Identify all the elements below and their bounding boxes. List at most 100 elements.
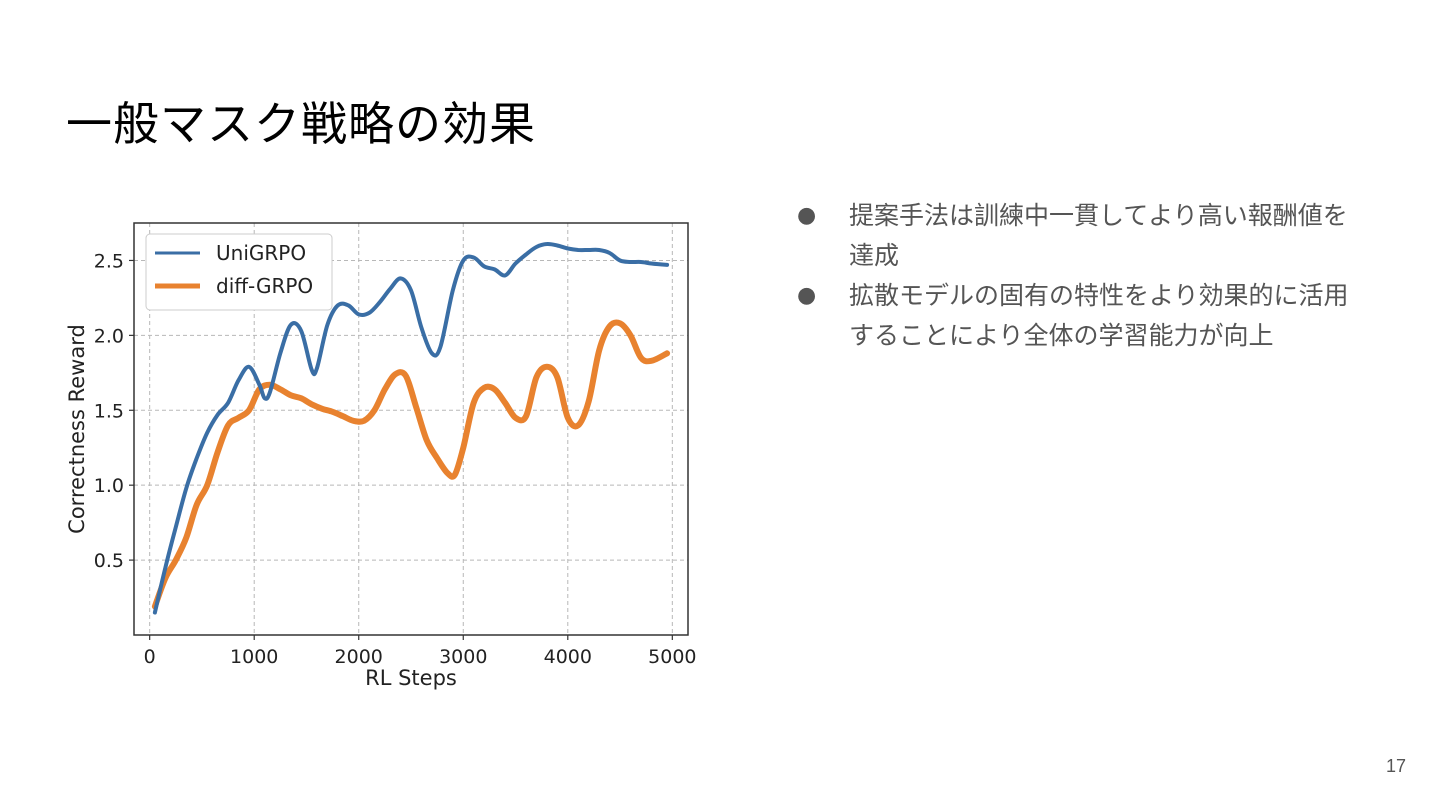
data-point-diff-grpo	[227, 424, 229, 427]
data-point-unigrpo	[546, 243, 548, 245]
data-point-diff-grpo	[587, 400, 590, 403]
data-point-diff-grpo	[546, 366, 548, 368]
data-point-diff-grpo	[363, 419, 365, 422]
data-point-unigrpo	[248, 366, 250, 368]
data-point-diff-grpo	[289, 394, 292, 397]
data-point-diff-grpo	[248, 409, 250, 412]
reward-chart: 0 1000 2000 3000 4000 5000 0.5 1.0 1.5 2.0 2.5 RL …	[60, 210, 710, 700]
bullet-list: ● 提案手法は訓練中一貫してより高い報酬値を達成 ● 拡散モデルの固有の特性をよ…	[795, 196, 1365, 356]
data-point-unigrpo	[608, 252, 611, 254]
y-axis-label: Correctness Reward	[65, 324, 89, 534]
data-point-unigrpo	[175, 526, 177, 528]
data-point-unigrpo	[269, 391, 271, 394]
data-point-diff-grpo	[206, 484, 208, 486]
data-point-diff-grpo	[577, 424, 580, 427]
grid-lines	[134, 223, 688, 635]
data-point-unigrpo	[420, 327, 423, 329]
data-point-unigrpo	[279, 352, 282, 355]
data-point-diff-grpo	[300, 397, 303, 400]
data-point-diff-grpo	[493, 388, 496, 391]
data-point-unigrpo	[556, 244, 559, 247]
data-point-diff-grpo	[535, 376, 538, 379]
data-point-diff-grpo	[331, 410, 334, 413]
data-point-unigrpo	[389, 288, 391, 290]
y-tick-label: 0.5	[94, 550, 124, 572]
data-point-unigrpo	[326, 324, 329, 326]
data-point-unigrpo	[206, 431, 208, 434]
data-point-unigrpo	[164, 566, 167, 569]
data-point-unigrpo	[439, 346, 442, 349]
data-point-unigrpo	[462, 259, 465, 262]
y-tick-label: 1.5	[94, 400, 124, 422]
data-point-diff-grpo	[373, 409, 376, 412]
data-point-diff-grpo	[342, 415, 344, 418]
data-point-diff-grpo	[629, 334, 632, 337]
data-point-diff-grpo	[556, 376, 559, 379]
data-point-unigrpo	[216, 413, 219, 416]
data-point-diff-grpo	[525, 415, 527, 418]
data-point-diff-grpo	[394, 373, 397, 376]
bullet-text: 提案手法は訓練中一貫してより高い報酬値を達成	[849, 201, 1348, 270]
data-point-unigrpo	[535, 246, 538, 248]
data-point-diff-grpo	[185, 536, 188, 539]
data-point-unigrpo	[566, 247, 569, 250]
y-tick-label: 2.0	[94, 325, 124, 347]
data-point-diff-grpo	[598, 349, 600, 352]
data-point-diff-grpo	[650, 360, 653, 362]
data-point-unigrpo	[598, 249, 600, 251]
data-point-diff-grpo	[608, 325, 611, 328]
data-point-diff-grpo	[195, 503, 198, 506]
data-point-diff-grpo	[237, 416, 240, 419]
data-point-unigrpo	[357, 313, 360, 316]
data-point-unigrpo	[258, 384, 261, 386]
bullet-dot-icon: ●	[797, 283, 817, 308]
data-point-unigrpo	[368, 312, 370, 314]
data-point-diff-grpo	[175, 559, 177, 561]
x-tick-label: 0	[144, 646, 156, 668]
plot-frame	[133, 222, 689, 636]
data-point-unigrpo	[431, 352, 433, 355]
y-tick-label: 1.0	[94, 475, 124, 497]
data-point-diff-grpo	[352, 419, 355, 422]
data-point-diff-grpo	[483, 387, 485, 389]
series-points-diff-grpo	[154, 322, 668, 608]
data-point-diff-grpo	[415, 406, 418, 409]
series-lines	[151, 241, 671, 615]
data-point-diff-grpo	[321, 407, 323, 410]
data-point-unigrpo	[493, 268, 496, 271]
x-axis-label: RL Steps	[365, 666, 457, 690]
bullet-dot-icon: ●	[797, 203, 817, 228]
data-point-unigrpo	[399, 277, 402, 280]
data-point-unigrpo	[410, 289, 412, 292]
data-point-unigrpo	[227, 401, 229, 404]
data-point-diff-grpo	[504, 401, 506, 404]
data-point-diff-grpo	[279, 388, 282, 391]
data-point-unigrpo	[629, 261, 632, 263]
axis-ticks: 0 1000 2000 3000 4000 5000 0.5 1.0 1.5 2.0 2.5	[94, 250, 697, 668]
data-point-unigrpo	[483, 265, 485, 268]
series-line-diff-grpo	[151, 319, 671, 610]
data-point-unigrpo	[525, 253, 527, 256]
x-tick-label: 4000	[544, 646, 592, 668]
page-number: 17	[1385, 756, 1406, 776]
data-point-unigrpo	[619, 259, 621, 262]
bullet-item: ● 拡散モデルの固有の特性をより効果的に活用することにより全体の学習能力が向上	[795, 276, 1365, 356]
data-point-unigrpo	[154, 611, 156, 614]
data-point-unigrpo	[514, 262, 517, 265]
data-point-unigrpo	[300, 330, 303, 332]
data-point-unigrpo	[577, 249, 580, 251]
data-point-unigrpo	[378, 301, 381, 304]
data-point-diff-grpo	[425, 439, 428, 442]
x-tick-label: 5000	[648, 646, 696, 668]
data-point-unigrpo	[640, 261, 642, 263]
legend-label-unigrpo: UniGRPO	[216, 241, 306, 265]
data-point-unigrpo	[472, 256, 475, 259]
data-point-unigrpo	[289, 324, 292, 326]
data-point-diff-grpo	[566, 416, 569, 419]
reward-chart-svg: 0 1000 2000 3000 4000 5000 0.5 1.0 1.5 2.0 2.5 RL …	[65, 222, 697, 690]
data-point-diff-grpo	[640, 357, 642, 359]
data-point-unigrpo	[587, 249, 590, 251]
bullet-text: 拡散モデルの固有の特性をより効果的に活用することにより全体の学習能力が向上	[849, 281, 1349, 350]
series-points-unigrpo	[154, 243, 668, 614]
data-point-diff-grpo	[436, 457, 438, 460]
